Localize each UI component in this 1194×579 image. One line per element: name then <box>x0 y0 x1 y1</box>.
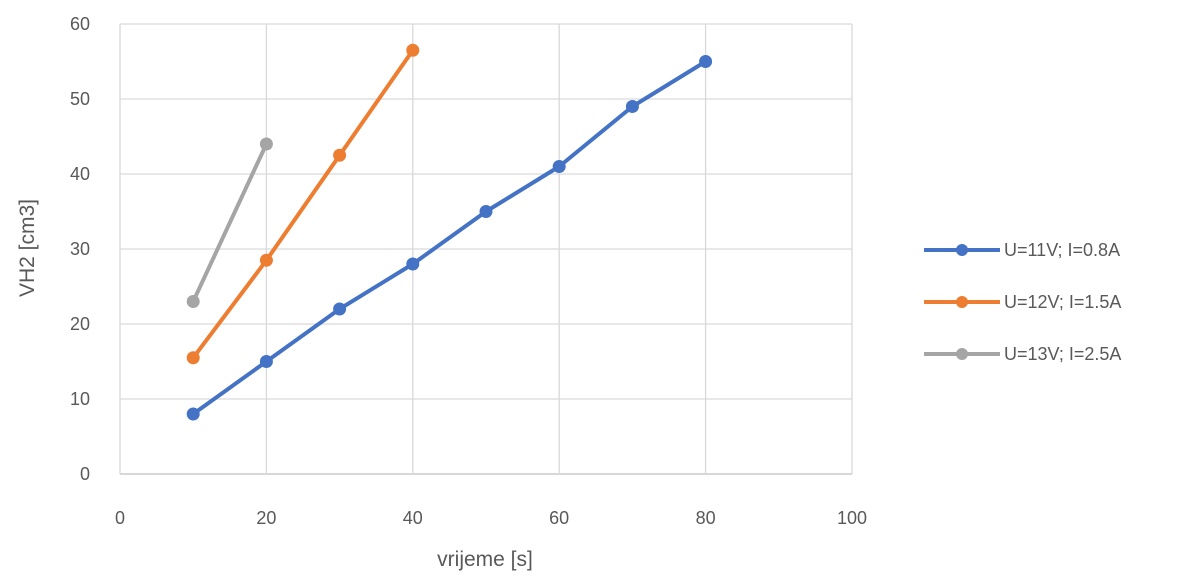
y-axis-ticks: 0 10 20 30 40 50 60 <box>70 14 90 484</box>
legend-swatch-marker <box>956 244 968 256</box>
data-point <box>186 351 200 365</box>
series-2 <box>186 43 420 365</box>
chart-gridlines <box>119 23 853 475</box>
data-point <box>186 295 200 308</box>
series-3 <box>186 137 273 308</box>
legend-label: U=13V; I=2.5A <box>1004 344 1121 364</box>
x-tick-label: 100 <box>837 508 867 528</box>
legend-item: U=11V; I=0.8A <box>924 240 1120 260</box>
x-tick-label: 60 <box>549 508 569 528</box>
data-point <box>406 43 420 57</box>
x-tick-label: 0 <box>115 508 125 528</box>
data-point <box>259 253 273 267</box>
legend-label: U=12V; I=1.5A <box>1004 292 1121 312</box>
x-tick-label: 40 <box>403 508 423 528</box>
chart-legend: U=11V; I=0.8A U=12V; I=1.5A U=13V; I=2.5A <box>924 240 1121 364</box>
legend-swatch-marker <box>956 348 968 360</box>
data-point <box>259 355 273 368</box>
data-point <box>625 100 639 113</box>
data-point <box>699 55 713 68</box>
y-tick-label: 30 <box>70 239 90 259</box>
legend-item: U=12V; I=1.5A <box>924 292 1121 312</box>
data-point <box>479 205 493 218</box>
series-line <box>191 59 708 416</box>
data-point <box>333 302 347 316</box>
x-axis-ticks: 0 20 40 60 80 100 <box>115 508 867 528</box>
x-tick-label: 20 <box>256 508 276 528</box>
x-tick-label: 80 <box>696 508 716 528</box>
y-tick-label: 40 <box>70 164 90 184</box>
y-tick-label: 0 <box>80 464 90 484</box>
data-point <box>259 137 273 151</box>
data-point <box>406 257 420 271</box>
y-tick-label: 50 <box>70 89 90 109</box>
series-1 <box>186 55 713 421</box>
y-axis-title: VH2 [cm3] <box>16 199 39 297</box>
data-point <box>186 407 200 421</box>
y-tick-label: 60 <box>70 14 90 34</box>
legend-label: U=11V; I=0.8A <box>1004 240 1120 260</box>
data-point <box>333 148 347 162</box>
y-tick-label: 10 <box>70 389 90 409</box>
series-line <box>191 48 415 360</box>
legend-item: U=13V; I=2.5A <box>924 344 1121 364</box>
x-axis-title: vrijeme [s] <box>437 548 533 571</box>
data-point <box>552 160 566 173</box>
legend-swatch-marker <box>956 296 968 308</box>
series-line <box>191 142 269 304</box>
chart-series <box>186 43 713 421</box>
y-tick-label: 20 <box>70 314 90 334</box>
